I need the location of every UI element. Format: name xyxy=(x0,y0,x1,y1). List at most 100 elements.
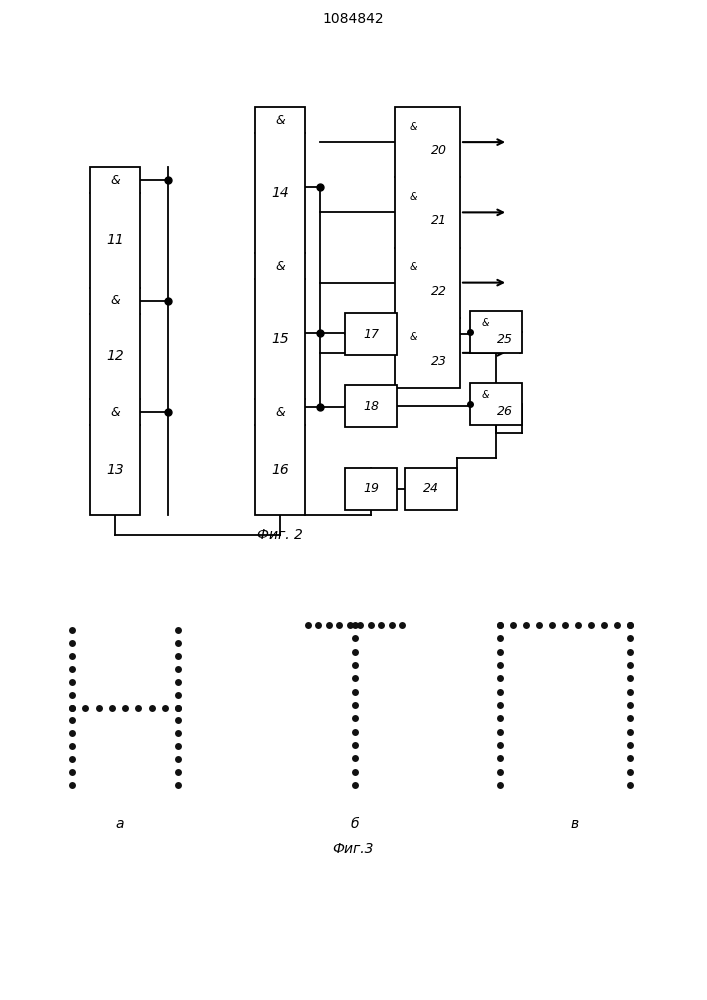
Point xyxy=(173,777,184,793)
Point xyxy=(159,700,170,716)
Point xyxy=(349,630,361,646)
Text: 26: 26 xyxy=(497,405,513,418)
Point xyxy=(494,697,506,713)
Text: 18: 18 xyxy=(363,399,379,412)
Point xyxy=(173,751,184,767)
Point xyxy=(624,764,636,780)
Bar xyxy=(405,468,457,510)
Point xyxy=(66,648,78,664)
Point xyxy=(624,630,636,646)
Text: &: & xyxy=(481,318,489,328)
Point xyxy=(312,617,324,633)
Point xyxy=(494,764,506,780)
Text: 16: 16 xyxy=(271,463,289,477)
Bar xyxy=(345,313,397,355)
Point xyxy=(66,700,78,716)
Text: 24: 24 xyxy=(423,483,439,495)
Text: б: б xyxy=(351,817,359,831)
Point xyxy=(624,617,636,633)
Point xyxy=(173,700,184,716)
Point xyxy=(349,710,361,726)
Point xyxy=(397,617,408,633)
Point xyxy=(494,617,506,633)
Text: 19: 19 xyxy=(363,483,379,495)
Point xyxy=(624,644,636,660)
Text: 23: 23 xyxy=(431,355,448,368)
Point xyxy=(494,684,506,700)
Point xyxy=(66,622,78,638)
Point xyxy=(334,617,345,633)
Point xyxy=(349,737,361,753)
Text: &: & xyxy=(409,262,417,272)
Point xyxy=(80,700,91,716)
Point xyxy=(66,738,78,754)
Point xyxy=(624,710,636,726)
Bar xyxy=(345,385,397,427)
Text: &: & xyxy=(275,113,285,126)
Point xyxy=(494,617,506,633)
Text: 20: 20 xyxy=(431,144,448,157)
Point xyxy=(494,724,506,740)
Point xyxy=(173,661,184,677)
Point xyxy=(66,687,78,703)
Text: 12: 12 xyxy=(106,350,124,363)
Text: &: & xyxy=(110,294,120,308)
Point xyxy=(119,700,131,716)
Point xyxy=(173,712,184,728)
Point xyxy=(173,648,184,664)
Point xyxy=(624,670,636,686)
Text: &: & xyxy=(481,390,489,400)
Point xyxy=(173,635,184,651)
Point xyxy=(173,700,184,716)
Point xyxy=(349,617,361,633)
Bar xyxy=(395,107,460,388)
Text: а: а xyxy=(116,817,124,831)
Text: 21: 21 xyxy=(431,214,448,227)
Point xyxy=(624,724,636,740)
Point xyxy=(585,617,597,633)
Text: &: & xyxy=(275,259,285,272)
Text: Фиг. 2: Фиг. 2 xyxy=(257,528,303,542)
Point xyxy=(375,617,387,633)
Point xyxy=(146,700,157,716)
Text: 15: 15 xyxy=(271,332,289,346)
Point xyxy=(355,617,366,633)
Point xyxy=(66,635,78,651)
Point xyxy=(494,630,506,646)
Point xyxy=(349,644,361,660)
Point xyxy=(365,617,376,633)
Text: &: & xyxy=(110,174,120,186)
Point xyxy=(494,644,506,660)
Point xyxy=(66,764,78,780)
Bar xyxy=(90,167,140,515)
Point xyxy=(494,750,506,766)
Point xyxy=(349,764,361,780)
Point xyxy=(93,700,104,716)
Point xyxy=(106,700,117,716)
Point xyxy=(547,617,558,633)
Bar xyxy=(470,383,522,425)
Point xyxy=(173,764,184,780)
Point xyxy=(533,617,544,633)
Point xyxy=(494,737,506,753)
Text: 22: 22 xyxy=(431,285,448,298)
Point xyxy=(520,617,532,633)
Bar xyxy=(345,468,397,510)
Point xyxy=(133,700,144,716)
Point xyxy=(349,684,361,700)
Point xyxy=(66,700,78,716)
Point xyxy=(344,617,356,633)
Point xyxy=(349,657,361,673)
Point xyxy=(624,737,636,753)
Point xyxy=(494,670,506,686)
Point xyxy=(349,777,361,793)
Point xyxy=(66,777,78,793)
Point xyxy=(66,712,78,728)
Point xyxy=(598,617,609,633)
Text: 25: 25 xyxy=(497,333,513,346)
Point xyxy=(349,724,361,740)
Point xyxy=(323,617,334,633)
Point xyxy=(349,697,361,713)
Point xyxy=(303,617,314,633)
Point xyxy=(612,617,623,633)
